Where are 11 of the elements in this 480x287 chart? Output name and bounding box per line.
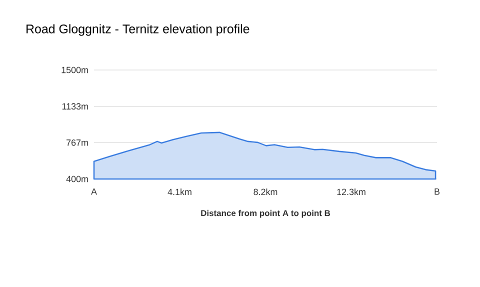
x-tick-label: B xyxy=(434,188,440,195)
y-tick-label: 1500m xyxy=(62,66,88,74)
x-tick-label: 12.3km xyxy=(337,188,366,196)
x-tick-label: 8.2km xyxy=(254,188,278,196)
x-axis-title: Distance from point A to point B xyxy=(201,210,330,218)
x-tick-label: 4.1km xyxy=(168,188,192,195)
y-tick-label: 1133m xyxy=(62,103,88,110)
chart-title: Road Gloggnitz - Ternitz elevation profile xyxy=(26,24,250,36)
y-tick-label: 767m xyxy=(66,139,88,146)
y-tick-label: 400m xyxy=(66,176,88,182)
x-tick-label: A xyxy=(91,188,97,195)
